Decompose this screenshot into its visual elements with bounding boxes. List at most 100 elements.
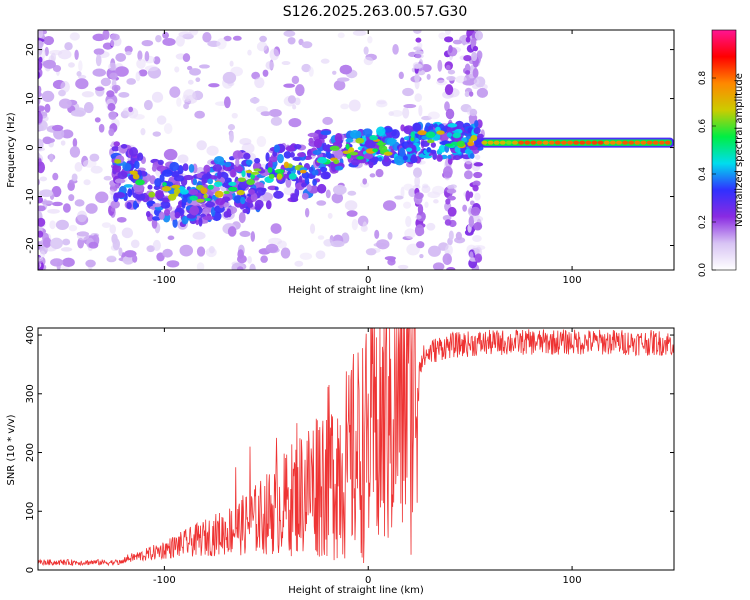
heatmap-cell: [442, 166, 453, 178]
heatmap-cell: [579, 140, 586, 145]
heatmap-cell: [132, 255, 138, 263]
heatmap-cell: [306, 184, 312, 192]
heatmap-cell: [474, 253, 483, 263]
heatmap-cell: [456, 140, 465, 147]
heatmap-cell: [61, 129, 74, 139]
heatmap-cell: [174, 66, 180, 73]
heatmap-cell: [206, 171, 211, 180]
heatmap-cell: [313, 138, 323, 149]
heatmap-cell: [276, 173, 283, 180]
heatmap-cell: [471, 51, 478, 62]
heatmap-cell: [114, 66, 129, 77]
heatmap-cell: [206, 145, 219, 156]
heatmap-cell: [333, 159, 340, 165]
heatmap-cell: [474, 30, 483, 41]
heatmap-cell: [215, 197, 226, 206]
heatmap-cell: [391, 109, 403, 117]
heatmap-cell: [473, 162, 484, 167]
heatmap-cell: [128, 106, 134, 113]
heatmap-cell: [634, 140, 641, 145]
heatmap-cell: [447, 157, 453, 165]
heatmap-cell: [473, 78, 480, 85]
heatmap-cell: [202, 31, 212, 43]
heatmap-cell: [201, 178, 207, 185]
heatmap-cell: [487, 140, 494, 145]
heatmap-cell: [196, 198, 205, 203]
heatmap-cell: [430, 142, 437, 148]
heatmap-cell: [130, 239, 140, 249]
heatmap-cell: [438, 32, 447, 40]
heatmap-cell: [108, 128, 115, 137]
heatmap-cell: [242, 208, 249, 214]
heatmap-cell: [285, 177, 292, 188]
heatmap-cell: [369, 173, 376, 178]
heatmap-cell: [265, 60, 275, 70]
heatmap-cell: [425, 131, 436, 138]
heatmap-cell: [297, 152, 306, 158]
heatmap-cell: [317, 235, 325, 240]
heatmap-cell: [446, 188, 457, 194]
heatmap-cell: [410, 136, 415, 142]
heatmap-cell: [85, 259, 96, 268]
heatmap-cell: [108, 111, 117, 120]
heatmap-cell: [337, 32, 345, 39]
heatmap-cell: [103, 175, 112, 181]
heatmap-cell: [196, 140, 207, 151]
heatmap-cell: [444, 84, 454, 96]
heatmap-cell: [363, 56, 374, 66]
y-tick-label: 20: [25, 43, 36, 56]
heatmap-cell: [387, 231, 393, 240]
heatmap-cell: [98, 123, 105, 133]
heatmap-cell: [470, 135, 478, 142]
heatmap-cell: [163, 148, 178, 161]
heatmap-cell: [216, 38, 227, 50]
heatmap-cell: [106, 90, 115, 98]
heatmap-cell: [92, 68, 106, 77]
heatmap-cell: [85, 203, 98, 214]
heatmap-cell: [49, 153, 54, 163]
heatmap-cell: [447, 154, 452, 160]
heatmap-cell: [227, 226, 237, 237]
heatmap-cell: [50, 258, 64, 267]
heatmap-cell: [126, 201, 132, 210]
heatmap-cell: [162, 182, 167, 187]
heatmap-cell: [413, 63, 423, 69]
heatmap-cell: [118, 91, 130, 98]
x-tick-label: -100: [153, 275, 176, 286]
heatmap-cell: [472, 184, 479, 192]
heatmap-cell: [320, 58, 330, 64]
heatmap-cell: [287, 95, 296, 104]
heatmap-cell: [664, 140, 671, 145]
heatmap-cell: [312, 178, 318, 186]
heatmap-cell: [161, 186, 172, 192]
heatmap-cell: [253, 168, 262, 172]
heatmap-cell: [157, 159, 164, 165]
heatmap-cell: [402, 106, 410, 119]
heatmap-cell: [433, 199, 439, 204]
heatmap-cell: [76, 230, 90, 241]
heatmap-cell: [151, 165, 157, 172]
heatmap-cell: [38, 256, 44, 262]
heatmap-cell: [288, 173, 297, 180]
heatmap-cell: [240, 196, 246, 205]
heatmap-cell: [232, 35, 242, 41]
heatmap-cell: [323, 238, 334, 247]
heatmap-cell: [471, 83, 480, 90]
heatmap-cell: [591, 140, 598, 145]
heatmap-cell: [181, 197, 188, 203]
heatmap-cell: [320, 171, 331, 180]
heatmap-cell: [295, 84, 305, 97]
heatmap-cell: [319, 166, 328, 173]
heatmap-cell: [166, 260, 180, 268]
heatmap-cell: [107, 103, 116, 112]
heatmap-cell: [349, 151, 359, 156]
heatmap-cell: [74, 162, 83, 172]
heatmap-cell: [76, 210, 88, 223]
heatmap-cell: [267, 167, 273, 174]
heatmap-cell: [462, 204, 467, 212]
heatmap-cell: [342, 150, 350, 155]
heatmap-cell: [465, 70, 471, 75]
heatmap-cell: [51, 124, 64, 132]
heatmap-cell: [132, 173, 140, 180]
